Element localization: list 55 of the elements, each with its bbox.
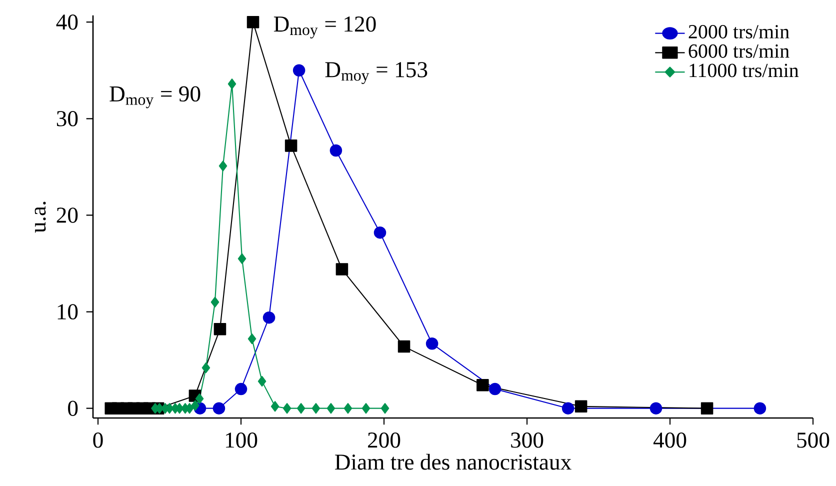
- point: [574, 400, 588, 413]
- point: [282, 403, 292, 414]
- point: [228, 78, 236, 90]
- point: [650, 402, 662, 414]
- y-tick-label: 40: [56, 14, 78, 30]
- point: [754, 402, 766, 414]
- x-tick-label: 100: [226, 432, 258, 448]
- point: [488, 382, 502, 396]
- point: [374, 226, 386, 239]
- y-tick-label: 20: [56, 208, 78, 223]
- y-tick-label: 10: [58, 304, 78, 320]
- point: [246, 16, 260, 28]
- annotation: D$_{moy}$ = 120: [274, 16, 376, 38]
- point: [202, 362, 210, 374]
- point: [195, 393, 204, 404]
- point: [312, 403, 320, 414]
- x-tick-label: 300: [511, 432, 544, 448]
- point: [210, 296, 220, 308]
- point: [344, 403, 352, 414]
- legend-label: 6000 trs/min: [688, 44, 790, 58]
- point: [336, 263, 348, 276]
- point: [476, 379, 489, 392]
- point: [380, 403, 390, 414]
- point: [238, 253, 246, 264]
- y-axis-title: u.a.: [34, 202, 46, 233]
- x-axis-title: Diam tre des nanocristaux: [335, 454, 572, 470]
- point: [330, 144, 342, 157]
- point: [326, 403, 336, 414]
- point: [270, 401, 280, 412]
- point: [562, 402, 574, 414]
- x-tick-label: 200: [368, 432, 400, 448]
- x-tick-label: 500: [797, 432, 830, 448]
- y-tick-label: 0: [68, 400, 78, 416]
- point: [292, 64, 306, 77]
- point: [218, 160, 228, 172]
- y-tick-label: 30: [56, 111, 78, 126]
- point: [398, 340, 410, 353]
- point: [426, 338, 438, 350]
- point: [234, 382, 248, 396]
- point: [212, 402, 226, 414]
- point: [362, 403, 370, 414]
- point: [700, 402, 714, 414]
- point: [248, 333, 256, 344]
- point: [296, 403, 306, 414]
- point: [258, 376, 266, 387]
- annotation: D$_{moy}$ = 153: [325, 62, 428, 84]
- point: [214, 323, 226, 336]
- point: [262, 311, 276, 324]
- x-tick-label: 0: [93, 432, 103, 448]
- point: [191, 400, 200, 411]
- x-tick-label: 400: [653, 432, 686, 448]
- legend-label: 11000 trs/min: [690, 64, 799, 78]
- point: [284, 140, 298, 152]
- annotation: D$_{moy}$ = 90: [110, 86, 200, 108]
- legend-label: 2000 trs/min: [688, 24, 790, 38]
